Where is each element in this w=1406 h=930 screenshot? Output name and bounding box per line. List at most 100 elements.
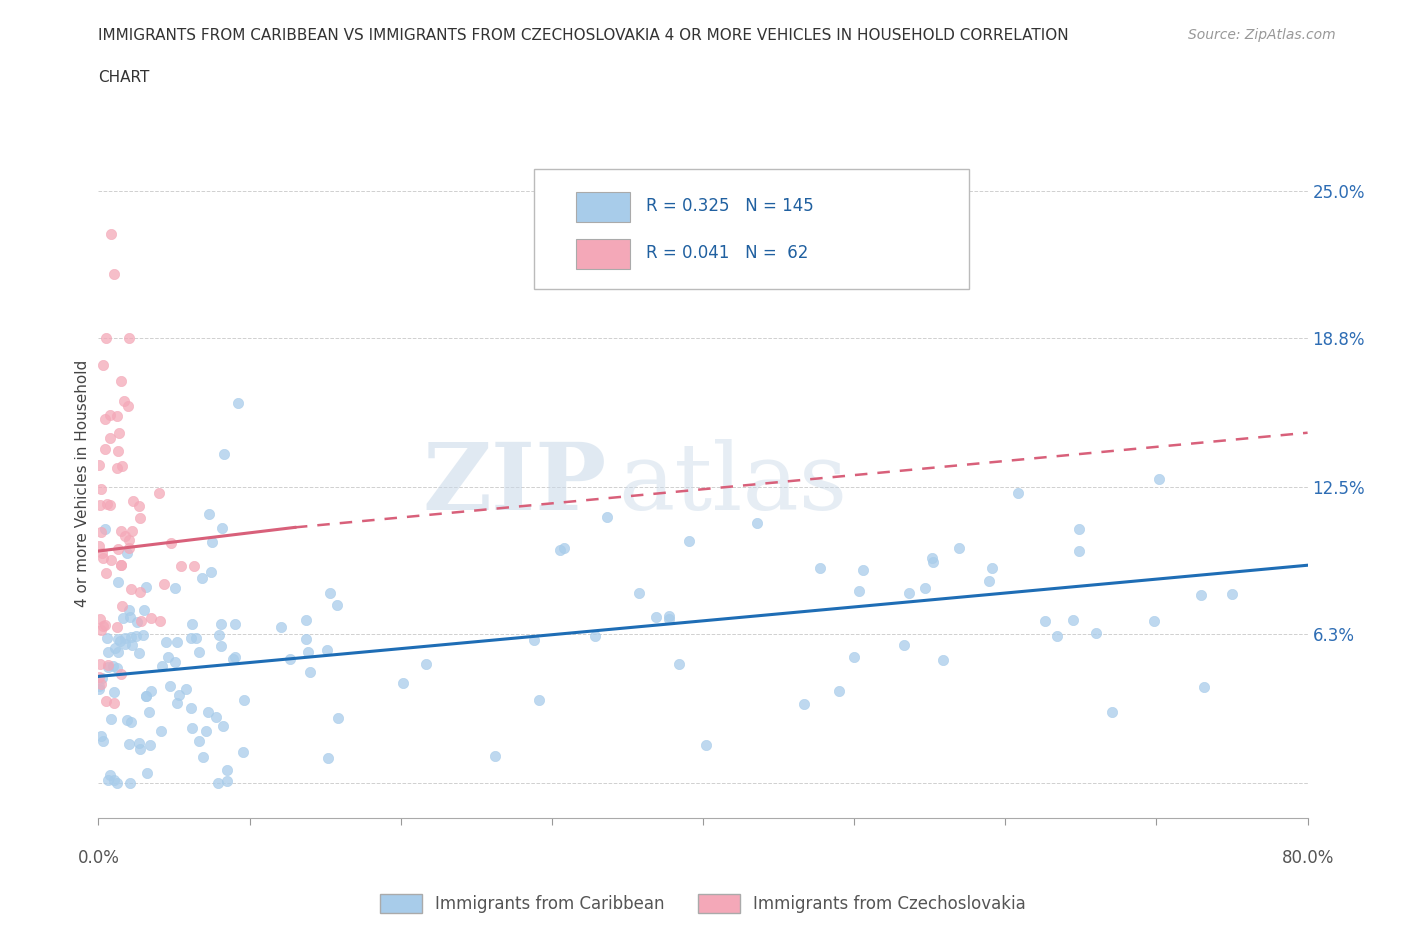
Point bbox=[110, 557, 132, 572]
Point bbox=[100, 711, 122, 726]
Point bbox=[297, 644, 319, 659]
Point bbox=[90, 525, 112, 539]
Point bbox=[1062, 613, 1084, 628]
Point bbox=[118, 737, 141, 751]
Point bbox=[90, 623, 112, 638]
Point bbox=[117, 399, 139, 414]
Point bbox=[278, 652, 301, 667]
Point bbox=[548, 543, 571, 558]
Point bbox=[842, 650, 865, 665]
Point bbox=[104, 641, 127, 656]
Point bbox=[139, 737, 162, 752]
Point bbox=[121, 637, 143, 652]
Point bbox=[148, 485, 170, 500]
Point bbox=[191, 750, 214, 764]
Point bbox=[212, 718, 235, 733]
Point bbox=[165, 655, 187, 670]
Point bbox=[167, 688, 190, 703]
Point bbox=[94, 442, 117, 457]
Text: 80.0%: 80.0% bbox=[1281, 849, 1334, 867]
Point bbox=[583, 629, 606, 644]
Text: CHART: CHART bbox=[98, 70, 150, 85]
Point bbox=[1007, 485, 1029, 500]
Point bbox=[110, 557, 132, 572]
Point bbox=[107, 631, 129, 646]
Point bbox=[1046, 629, 1069, 644]
Point bbox=[201, 535, 224, 550]
FancyBboxPatch shape bbox=[576, 239, 630, 270]
Text: R = 0.325   N = 145: R = 0.325 N = 145 bbox=[647, 197, 814, 215]
Point bbox=[94, 618, 117, 632]
Point bbox=[163, 580, 186, 595]
Point bbox=[112, 610, 135, 625]
Point bbox=[197, 704, 219, 719]
Point bbox=[208, 628, 231, 643]
Point bbox=[1069, 544, 1091, 559]
Point bbox=[129, 585, 152, 600]
Point bbox=[224, 617, 246, 631]
Point bbox=[326, 597, 349, 612]
Point bbox=[96, 631, 118, 645]
Point bbox=[107, 619, 129, 634]
Point bbox=[523, 632, 546, 647]
Point bbox=[553, 540, 575, 555]
Point bbox=[103, 684, 125, 699]
Point bbox=[108, 426, 131, 441]
Point bbox=[128, 645, 150, 660]
Point bbox=[89, 498, 111, 512]
Point bbox=[695, 737, 717, 752]
Point bbox=[129, 613, 152, 628]
Point bbox=[135, 689, 157, 704]
Point bbox=[222, 652, 245, 667]
Point bbox=[103, 659, 125, 674]
Point bbox=[94, 693, 117, 708]
Y-axis label: 4 or more Vehicles in Household: 4 or more Vehicles in Household bbox=[75, 360, 90, 607]
Point bbox=[108, 633, 131, 648]
Point bbox=[105, 461, 128, 476]
Point bbox=[1189, 588, 1212, 603]
Point bbox=[98, 498, 121, 512]
Point bbox=[232, 744, 254, 759]
Point bbox=[105, 660, 128, 675]
Point bbox=[139, 684, 162, 698]
Point bbox=[97, 773, 120, 788]
Point bbox=[1033, 614, 1056, 629]
Point bbox=[114, 528, 136, 543]
Point bbox=[893, 637, 915, 652]
Point bbox=[295, 631, 318, 646]
Point bbox=[484, 749, 506, 764]
Point bbox=[118, 532, 141, 547]
Point bbox=[90, 545, 112, 560]
Point bbox=[112, 393, 135, 408]
Point bbox=[848, 583, 870, 598]
Point bbox=[160, 535, 183, 550]
Point bbox=[180, 617, 202, 631]
Point bbox=[120, 630, 142, 644]
Point bbox=[114, 631, 136, 645]
Point bbox=[120, 714, 142, 729]
Point bbox=[118, 331, 141, 346]
Point bbox=[138, 704, 160, 719]
Point bbox=[134, 579, 156, 594]
Point bbox=[97, 659, 120, 674]
Point bbox=[96, 496, 118, 511]
Point bbox=[184, 631, 207, 645]
Point bbox=[103, 773, 125, 788]
Point bbox=[644, 610, 666, 625]
Point bbox=[149, 724, 172, 738]
Point bbox=[90, 728, 112, 743]
Point bbox=[87, 538, 110, 553]
Point bbox=[678, 534, 700, 549]
Point bbox=[159, 679, 181, 694]
Point bbox=[100, 227, 122, 242]
Point bbox=[97, 658, 120, 672]
Point bbox=[176, 682, 198, 697]
Point bbox=[91, 551, 114, 565]
Text: 0.0%: 0.0% bbox=[77, 849, 120, 867]
Point bbox=[166, 635, 188, 650]
Point bbox=[828, 684, 851, 698]
Point bbox=[93, 357, 115, 372]
Point bbox=[1143, 613, 1166, 628]
Point bbox=[87, 458, 110, 472]
Point bbox=[107, 575, 129, 590]
